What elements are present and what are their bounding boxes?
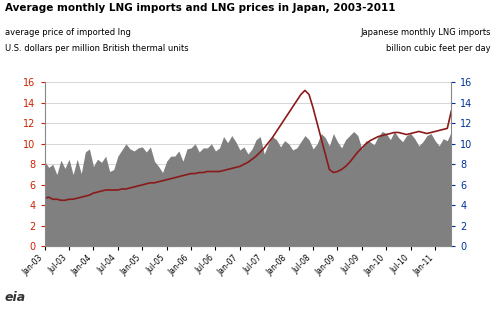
- Text: Japanese monthly LNG imports: Japanese monthly LNG imports: [361, 28, 491, 37]
- Text: average price of imported lng: average price of imported lng: [5, 28, 131, 37]
- Text: Average monthly LNG imports and LNG prices in Japan, 2003-2011: Average monthly LNG imports and LNG pric…: [5, 3, 395, 13]
- Text: eia: eia: [5, 291, 26, 304]
- Text: billion cubic feet per day: billion cubic feet per day: [386, 44, 491, 53]
- Text: U.S. dollars per million British thermal units: U.S. dollars per million British thermal…: [5, 44, 188, 53]
